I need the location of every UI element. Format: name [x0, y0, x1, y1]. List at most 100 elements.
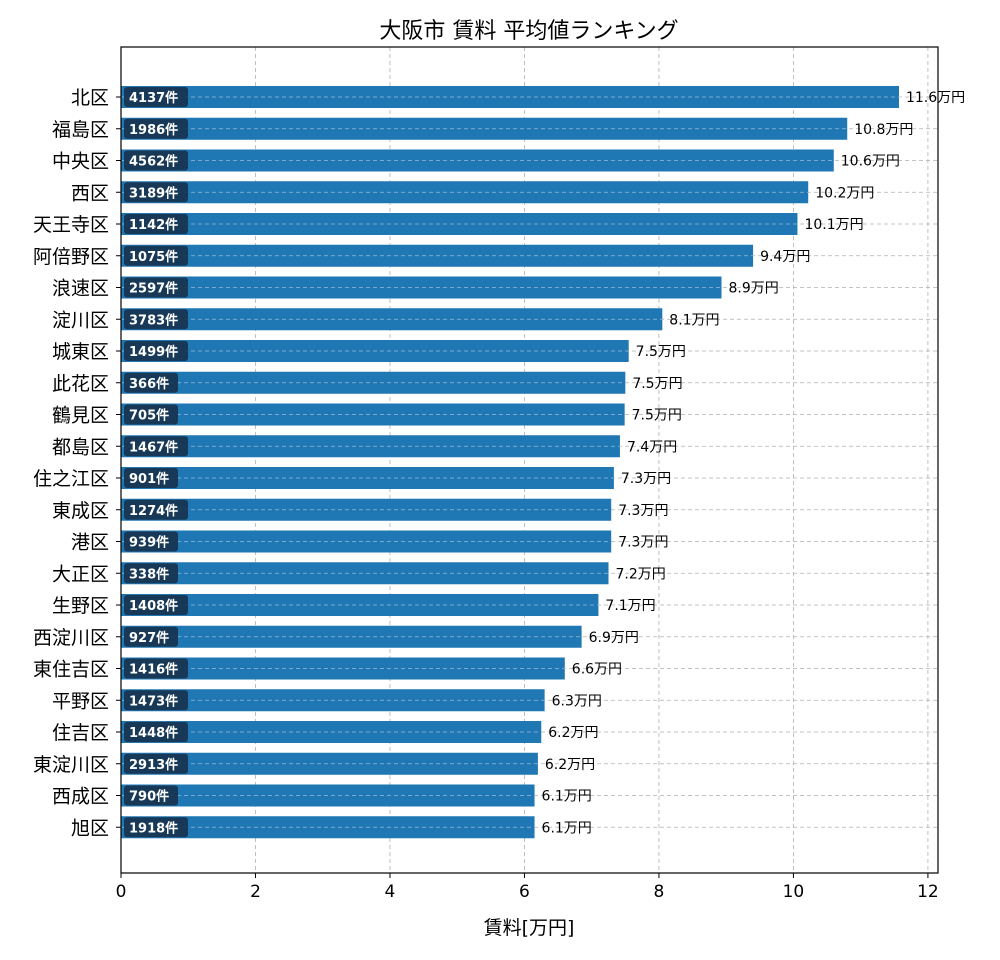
bar: [121, 657, 565, 680]
category-label: 都島区: [52, 436, 109, 458]
category-label: 鶴見区: [52, 405, 109, 427]
count-label: 1467件: [129, 439, 178, 455]
category-label: 福島区: [52, 119, 109, 141]
count-badge: [124, 87, 188, 107]
count-label: 338件: [129, 566, 169, 582]
count-label: 1499件: [129, 344, 178, 360]
value-label: 7.3万円: [621, 471, 671, 487]
x-tick-label: 0: [116, 882, 127, 902]
category-label: 淀川区: [52, 309, 109, 331]
value-label: 6.1万円: [542, 789, 592, 805]
count-label: 1416件: [129, 662, 178, 678]
count-badge: [124, 690, 188, 711]
category-label: 平野区: [52, 690, 109, 712]
category-label: 浪速区: [52, 278, 109, 300]
bar: [121, 308, 663, 331]
x-axis-ticks: 0 2 4 6 8 10 12: [116, 873, 939, 902]
count-label: 3783件: [129, 312, 178, 328]
count-badge: [124, 436, 188, 457]
value-label: 10.1万円: [804, 217, 863, 233]
bars: 4137件 11.6万円 1986件 10.8万円 4562件 10.6万円 3189件 10…: [121, 86, 965, 839]
category-labels: 北区福島区中央区西区天王寺区阿倍野区浪速区淀川区城東区此花区鶴見区都島区住之江区…: [33, 87, 121, 839]
count-label: 3189件: [129, 185, 178, 201]
count-label: 1448件: [129, 725, 178, 741]
value-label: 8.1万円: [669, 312, 719, 328]
bar: [121, 625, 582, 648]
value-label: 9.4万円: [760, 249, 810, 265]
category-label: 北区: [71, 87, 109, 109]
count-label: 790件: [129, 789, 169, 805]
x-tick-label: 6: [519, 882, 530, 902]
count-badge: [124, 309, 188, 330]
count-badge: [124, 245, 188, 266]
value-label: 7.2万円: [616, 566, 666, 582]
category-label: 住吉区: [52, 722, 109, 744]
count-label: 901件: [129, 471, 169, 487]
bar: [121, 149, 834, 172]
category-label: 此花区: [52, 373, 109, 395]
count-label: 4137件: [129, 90, 178, 106]
count-label: 1274件: [129, 503, 178, 519]
x-tick-label: 8: [654, 882, 665, 902]
count-badge: [124, 372, 178, 393]
count-badge: [124, 404, 178, 425]
category-label: 城東区: [52, 341, 109, 363]
category-label: 東住吉区: [33, 659, 109, 681]
count-label: 1142件: [129, 217, 178, 233]
value-label: 10.2万円: [815, 185, 874, 201]
category-label: 西区: [71, 182, 109, 204]
plot-frame: [120, 46, 939, 874]
value-label: 10.8万円: [854, 122, 913, 138]
bar: [121, 117, 848, 140]
value-label: 11.6万円: [906, 90, 965, 106]
count-label: 2913件: [129, 757, 178, 773]
count-label: 366件: [129, 376, 169, 392]
bar: [121, 276, 722, 299]
x-tick-label: 2: [250, 882, 261, 902]
count-label: 1408件: [129, 598, 178, 614]
bar: [121, 403, 625, 426]
value-label: 6.2万円: [548, 725, 598, 741]
value-label: 6.2万円: [545, 757, 595, 773]
bar: [121, 562, 609, 585]
count-badge: [124, 118, 188, 139]
count-badge: [124, 150, 188, 171]
category-label: 中央区: [52, 151, 109, 173]
bar: [121, 752, 538, 775]
count-label: 4562件: [129, 154, 178, 170]
value-label: 7.5万円: [632, 376, 682, 392]
count-badge: [124, 214, 188, 234]
count-badge: [124, 182, 188, 203]
count-badge: [124, 499, 188, 520]
value-label: 8.9万円: [728, 281, 778, 297]
value-label: 10.6万円: [841, 154, 900, 170]
category-label: 大正区: [52, 563, 109, 585]
count-badge: [124, 563, 178, 584]
x-tick-label: 4: [385, 882, 396, 902]
category-label: 西淀川区: [33, 627, 109, 649]
category-label: 生野区: [52, 595, 109, 617]
count-badge: [124, 531, 178, 552]
count-badge: [124, 277, 188, 298]
value-label: 6.6万円: [572, 662, 622, 678]
value-label: 6.1万円: [542, 820, 592, 836]
count-label: 705件: [129, 408, 169, 424]
category-label: 天王寺区: [33, 214, 109, 236]
category-label: 住之江区: [33, 468, 109, 490]
count-badge: [124, 658, 188, 679]
value-label: 7.3万円: [618, 535, 668, 551]
count-badge: [124, 468, 178, 488]
category-label: 東成区: [52, 500, 109, 522]
count-badge: [124, 753, 188, 774]
count-label: 1918件: [129, 820, 178, 836]
value-label: 7.5万円: [632, 408, 682, 424]
count-badge: [124, 785, 178, 806]
count-label: 927件: [129, 630, 169, 646]
category-label: 旭区: [71, 817, 109, 839]
count-badge: [124, 341, 188, 361]
count-label: 1075件: [129, 249, 178, 265]
value-label: 7.3万円: [618, 503, 668, 519]
x-axis-label: 賃料[万円]: [484, 917, 575, 939]
count-badge: [124, 722, 188, 742]
